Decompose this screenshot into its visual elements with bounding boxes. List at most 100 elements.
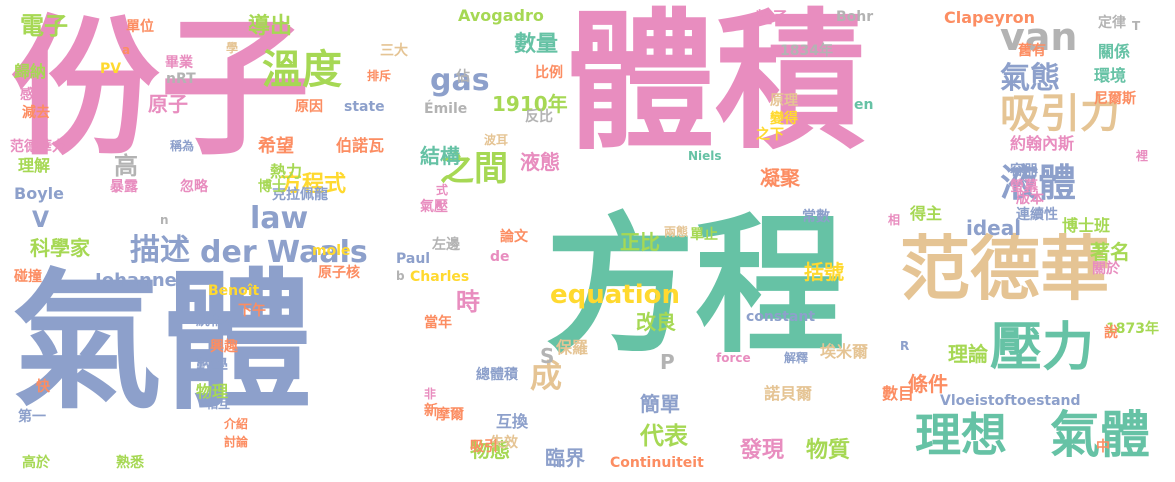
cloud-word: 版本 <box>1016 191 1044 207</box>
cloud-word: 壓力 <box>990 318 1095 378</box>
cloud-word: Émile <box>424 101 468 117</box>
cloud-word: 稱為 <box>170 139 195 153</box>
cloud-word: 臨界 <box>545 446 585 470</box>
cloud-word: 減去 <box>22 105 50 121</box>
cloud-word: 博士 <box>258 179 286 195</box>
cloud-word: 凝聚 <box>760 166 800 190</box>
cloud-word: V <box>32 208 50 233</box>
cloud-word: 科學家 <box>30 236 90 260</box>
cloud-word: 環境 <box>1094 66 1127 85</box>
cloud-word: der Waals <box>200 235 368 270</box>
cloud-word: 相 <box>888 213 901 227</box>
cloud-word: 中 <box>1096 439 1110 455</box>
cloud-word: 統稱為 <box>196 313 238 329</box>
cloud-word: 尼爾斯 <box>1094 91 1136 107</box>
cloud-word: equation <box>550 280 681 310</box>
cloud-word: 螢幕 <box>1010 179 1038 195</box>
cloud-word: 希望 <box>258 136 294 157</box>
cloud-word: 體積 <box>565 0 866 170</box>
cloud-word: 方程 <box>545 200 846 374</box>
cloud-word: 常數 <box>802 209 830 225</box>
cloud-word: 簡單 <box>640 392 680 416</box>
cloud-word: 條件 <box>908 372 948 396</box>
cloud-word: 失效 <box>490 435 518 451</box>
cloud-word: 當年 <box>424 315 452 331</box>
cloud-word: 反比 <box>525 109 553 125</box>
cloud-word: 學 <box>226 41 239 55</box>
cloud-word: 興趣 <box>210 339 238 355</box>
cloud-word: 之下 <box>756 127 784 143</box>
cloud-word: 式 <box>436 183 449 197</box>
cloud-word: 快 <box>36 379 50 395</box>
cloud-word: 代表 <box>640 422 688 450</box>
cloud-word: Paul <box>396 251 431 267</box>
cloud-word: 原子 <box>148 92 188 116</box>
cloud-word: 相互 <box>206 397 231 411</box>
cloud-word: 左邊 <box>432 237 460 253</box>
cloud-word: 著名 <box>1090 240 1130 264</box>
cloud-word: 理解 <box>18 156 51 175</box>
cloud-word: 氣體 <box>1050 406 1150 464</box>
cloud-word: Johannes <box>95 270 188 291</box>
cloud-word: 理論 <box>948 342 988 366</box>
cloud-word: 感 <box>20 87 34 103</box>
cloud-word: 約翰內斯 <box>1010 134 1075 153</box>
cloud-word: 粒子 <box>756 8 789 27</box>
cloud-word: 改良 <box>636 310 676 334</box>
cloud-word: 摩爾 <box>436 407 464 423</box>
cloud-word: 1834年 <box>780 43 833 59</box>
cloud-word: PV <box>100 61 122 77</box>
cloud-word: 氣態 <box>1000 61 1060 96</box>
cloud-word: 波耳 <box>484 133 509 147</box>
cloud-word: n <box>160 213 169 227</box>
cloud-word: 吸引 <box>470 439 498 455</box>
cloud-word: P <box>660 350 675 374</box>
cloud-word: de <box>490 249 510 265</box>
cloud-word: 熟悉 <box>116 455 144 471</box>
cloud-word: 原子核 <box>318 265 360 281</box>
cloud-word: Vloeistoftoestand <box>940 393 1081 409</box>
cloud-word: 變得 <box>770 111 798 127</box>
cloud-word: Continuiteit <box>610 455 704 471</box>
cloud-word: 單位 <box>126 19 154 35</box>
cloud-word: 括號 <box>804 260 844 284</box>
cloud-word: 三大 <box>380 43 408 59</box>
cloud-word: 液態 <box>520 150 560 174</box>
cloud-word: en <box>854 97 874 113</box>
cloud-word: 舊有 <box>1018 43 1046 59</box>
cloud-word: 說 <box>1104 325 1118 341</box>
cloud-word: 液體 <box>1000 161 1077 205</box>
cloud-word: 下午 <box>238 303 266 319</box>
cloud-word: Clapeyron <box>944 8 1036 27</box>
cloud-word: 發現 <box>740 438 785 463</box>
cloud-word: 份子 <box>10 2 311 176</box>
cloud-word: 解釋 <box>784 351 809 365</box>
cloud-word: Bohr <box>836 9 874 25</box>
cloud-word: 溫度 <box>262 47 342 93</box>
cloud-word: 時 <box>456 288 480 316</box>
cloud-word: law <box>250 201 309 236</box>
cloud-word: van <box>1000 15 1078 59</box>
cloud-word: 導出 <box>248 14 293 39</box>
cloud-word: 吸引力 <box>1000 91 1120 137</box>
cloud-word: gas <box>430 63 490 98</box>
cloud-word: 畢業 <box>165 55 193 71</box>
cloud-word: ideal <box>966 216 1022 240</box>
cloud-word: Avogadro <box>458 6 544 25</box>
cloud-word: 新 <box>424 403 438 419</box>
cloud-word: 數目 <box>882 384 915 403</box>
cloud-word: 埃米爾 <box>820 342 869 361</box>
cloud-word: Benoît <box>208 283 260 299</box>
cloud-word: 介紹 <box>224 417 249 431</box>
cloud-word: 裡 <box>1136 149 1149 163</box>
cloud-word: 1910年 <box>492 92 568 116</box>
cloud-word: 范德華力 <box>10 139 66 155</box>
cloud-word: 單止 <box>690 227 718 243</box>
cloud-word: 物理 <box>196 382 229 401</box>
cloud-word: 高 <box>114 152 138 180</box>
cloud-word: state <box>344 99 385 115</box>
cloud-word: 克拉佩龍 <box>272 187 328 203</box>
cloud-word: 關於 <box>1092 261 1120 277</box>
cloud-word: 1873年 <box>1106 321 1159 337</box>
